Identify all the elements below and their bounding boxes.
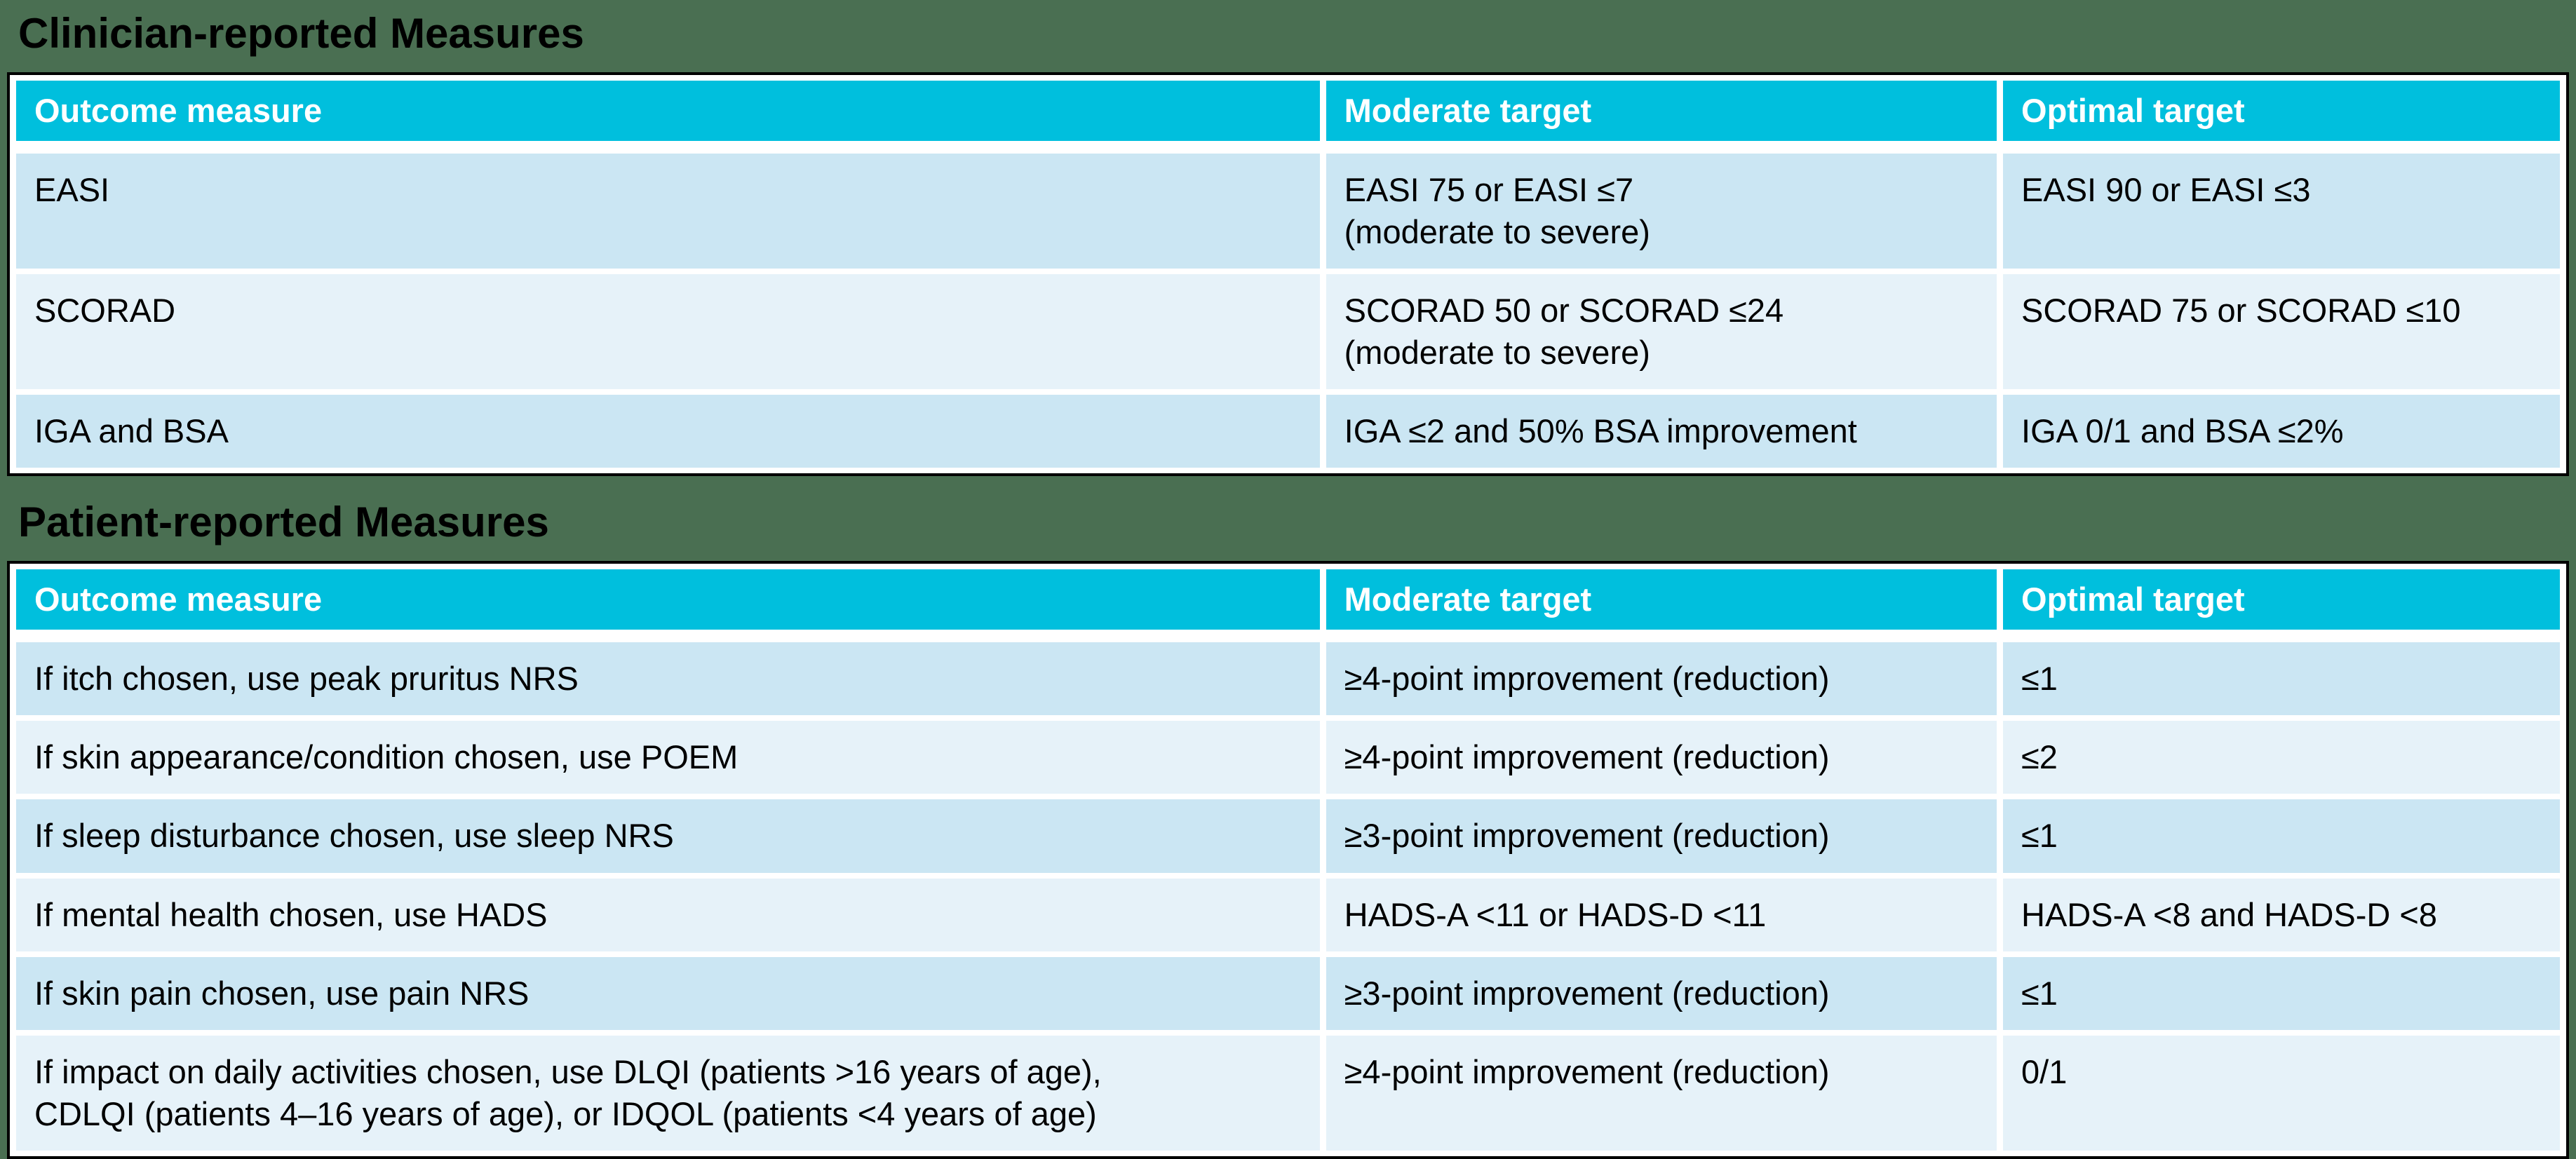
column-header-optimal-target: Optimal target <box>2003 569 2560 637</box>
table-header-row: Outcome measure Moderate target Optimal … <box>16 569 2560 637</box>
moderate-cell: HADS-A <11 or HADS-D <11 <box>1326 878 1997 951</box>
table-row: If sleep disturbance chosen, use sleep N… <box>16 799 2560 873</box>
column-header-optimal-target: Optimal target <box>2003 81 2560 148</box>
patient-measures-table: Outcome measure Moderate target Optimal … <box>7 561 2569 1159</box>
optimal-cell: IGA 0/1 and BSA ≤2% <box>2003 395 2560 468</box>
optimal-cell: SCORAD 75 or SCORAD ≤10 <box>2003 274 2560 390</box>
moderate-cell: ≥4-point improvement (reduction) <box>1326 1035 1997 1151</box>
table-row: SCORAD SCORAD 50 or SCORAD ≤24 (moderate … <box>16 274 2560 390</box>
moderate-cell: ≥4-point improvement (reduction) <box>1326 721 1997 794</box>
outcome-cell: EASI <box>16 153 1320 269</box>
optimal-cell: EASI 90 or EASI ≤3 <box>2003 153 2560 269</box>
moderate-cell: SCORAD 50 or SCORAD ≤24 (moderate to sev… <box>1326 274 1997 390</box>
optimal-cell: HADS-A <8 and HADS-D <8 <box>2003 878 2560 951</box>
moderate-cell: IGA ≤2 and 50% BSA improvement <box>1326 395 1997 468</box>
moderate-cell: EASI 75 or EASI ≤7 (moderate to severe) <box>1326 153 1997 269</box>
column-header-moderate-target: Moderate target <box>1326 81 1997 148</box>
outcome-cell: If itch chosen, use peak pruritus NRS <box>16 642 1320 716</box>
optimal-cell: ≤1 <box>2003 642 2560 716</box>
optimal-cell: ≤2 <box>2003 721 2560 794</box>
outcome-cell: If mental health chosen, use HADS <box>16 878 1320 951</box>
outcome-cell: If skin appearance/condition chosen, use… <box>16 721 1320 794</box>
table-row: If impact on daily activities chosen, us… <box>16 1035 2560 1151</box>
optimal-cell: ≤1 <box>2003 799 2560 873</box>
patient-measures-title: Patient-reported Measures <box>18 499 549 546</box>
outcome-cell: SCORAD <box>16 274 1320 390</box>
column-header-outcome-measure: Outcome measure <box>16 569 1320 637</box>
moderate-cell: ≥3-point improvement (reduction) <box>1326 956 1997 1030</box>
table-row: If mental health chosen, use HADS HADS-A … <box>16 878 2560 951</box>
outcome-cell: If impact on daily activities chosen, us… <box>16 1035 1320 1151</box>
table-row: IGA and BSA IGA ≤2 and 50% BSA improvemen… <box>16 395 2560 468</box>
table-row: If itch chosen, use peak pruritus NRS ≥4-… <box>16 642 2560 716</box>
table-header-row: Outcome measure Moderate target Optimal … <box>16 81 2560 148</box>
moderate-cell: ≥4-point improvement (reduction) <box>1326 642 1997 716</box>
outcome-cell: If sleep disturbance chosen, use sleep N… <box>16 799 1320 873</box>
moderate-cell: ≥3-point improvement (reduction) <box>1326 799 1997 873</box>
clinician-measures-table: Outcome measure Moderate target Optimal … <box>7 72 2569 477</box>
outcome-cell: If skin pain chosen, use pain NRS <box>16 956 1320 1030</box>
outcome-cell: IGA and BSA <box>16 395 1320 468</box>
table-row: If skin appearance/condition chosen, use… <box>16 721 2560 794</box>
column-header-outcome-measure: Outcome measure <box>16 81 1320 148</box>
optimal-cell: 0/1 <box>2003 1035 2560 1151</box>
clinician-measures-title: Clinician-reported Measures <box>18 10 584 57</box>
table-row: EASI EASI 75 or EASI ≤7 (moderate to seve… <box>16 153 2560 269</box>
optimal-cell: ≤1 <box>2003 956 2560 1030</box>
table-row: If skin pain chosen, use pain NRS ≥3-poin… <box>16 956 2560 1030</box>
column-header-moderate-target: Moderate target <box>1326 569 1997 637</box>
